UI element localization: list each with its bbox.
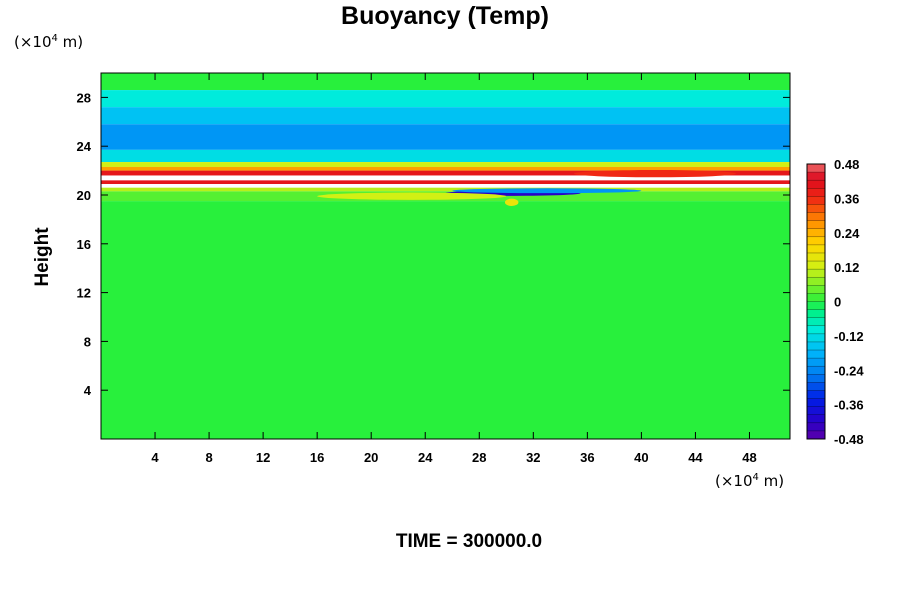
colorbar-swatch <box>807 301 825 310</box>
colorbar-swatch <box>807 172 825 181</box>
field-band <box>101 124 790 150</box>
colorbar-swatch <box>807 358 825 367</box>
colorbar: 0.48 0.36 0.24 0.12 0 -0.12 -0.24 -0.36 -0.48 <box>806 157 864 447</box>
y-tick-label: 12 <box>77 286 91 301</box>
colorbar-label: -0.36 <box>834 398 864 413</box>
colorbar-swatch <box>807 414 825 424</box>
colorbar-swatch <box>807 366 825 375</box>
y-unit-prefix: (×10 <box>14 33 52 51</box>
colorbar-swatch <box>807 390 825 399</box>
x-axis-unit: (×104 m) <box>715 472 784 490</box>
colorbar-swatch <box>807 374 825 383</box>
field-band <box>101 184 790 188</box>
x-unit-prefix: (×10 <box>715 472 753 490</box>
y-unit-suffix: m) <box>57 33 84 51</box>
y-axis: 4 8 12 16 20 24 28 <box>77 90 790 398</box>
field-band <box>101 73 790 91</box>
x-tick-label: 40 <box>634 450 648 465</box>
colorbar-swatch <box>807 382 825 391</box>
colorbar-swatch <box>807 164 825 173</box>
y-tick-label: 4 <box>84 383 92 398</box>
y-tick-label: 28 <box>77 90 91 105</box>
colorbar-swatch <box>807 285 825 294</box>
field-feature <box>452 188 642 194</box>
colorbar-swatch <box>807 252 825 262</box>
y-tick-label: 8 <box>84 334 91 349</box>
colorbar-frame <box>806 163 826 440</box>
x-tick-label: 44 <box>688 450 703 465</box>
y-tick-label: 24 <box>77 139 92 154</box>
field-feature <box>317 192 507 200</box>
colorbar-label: -0.24 <box>834 363 864 378</box>
colorbar-label: 0.24 <box>834 226 860 241</box>
colorbar-swatch <box>807 244 825 254</box>
field-band <box>101 170 790 176</box>
colorbar-swatch <box>807 309 825 319</box>
x-unit-exponent: 4 <box>752 472 759 483</box>
plot-frame <box>100 72 791 440</box>
chart-title: Buoyancy (Temp) <box>341 2 549 30</box>
colorbar-swatch <box>807 228 825 238</box>
colorbar-swatch <box>807 277 825 286</box>
colorbar-swatch <box>807 180 825 189</box>
colorbar-swatch <box>807 406 825 416</box>
field-feature <box>504 198 519 206</box>
colorbar-swatch <box>807 430 825 440</box>
x-tick-label: 28 <box>472 450 486 465</box>
buoyancy-field <box>101 73 790 439</box>
field-band <box>101 175 790 181</box>
y-unit-exponent: 4 <box>51 33 58 44</box>
colorbar-swatch <box>807 350 825 359</box>
y-tick-label: 20 <box>77 188 91 203</box>
x-tick-label: 8 <box>205 450 212 465</box>
colorbar-label: 0.48 <box>834 157 859 172</box>
colorbar-swatch <box>807 196 825 205</box>
colorbar-swatch <box>807 220 825 230</box>
colorbar-swatch <box>807 261 825 270</box>
colorbar-swatch <box>807 293 825 302</box>
field-band <box>101 187 790 192</box>
field-band <box>101 90 790 108</box>
colorbar-swatch <box>807 236 825 246</box>
x-tick-label: 16 <box>310 450 324 465</box>
field-band <box>101 201 790 439</box>
x-tick-label: 12 <box>256 450 270 465</box>
colorbar-label: 0.12 <box>834 260 859 275</box>
field-band <box>101 180 790 185</box>
colorbar-swatch <box>807 333 825 343</box>
time-label: TIME = 300000.0 <box>395 531 543 552</box>
x-axis: 4 8 12 16 20 24 28 32 36 40 44 48 <box>151 73 757 465</box>
x-tick-label: 48 <box>742 450 756 465</box>
colorbar-swatch <box>807 325 825 335</box>
x-tick-label: 4 <box>151 450 159 465</box>
y-tick-label: 16 <box>77 237 91 252</box>
colorbar-label: -0.12 <box>834 329 864 344</box>
y-axis-unit: (×104 m) <box>14 33 83 51</box>
x-unit-suffix: m) <box>758 472 785 490</box>
colorbar-swatch <box>807 212 825 222</box>
colorbar-swatch <box>807 341 825 351</box>
x-tick-label: 20 <box>364 450 378 465</box>
x-tick-label: 24 <box>418 450 433 465</box>
colorbar-label: 0.36 <box>834 191 859 206</box>
colorbar-swatch <box>807 422 825 432</box>
colorbar-swatch <box>807 398 825 408</box>
colorbar-swatch <box>807 269 825 278</box>
x-tick-label: 36 <box>580 450 594 465</box>
colorbar-swatch <box>807 204 825 213</box>
field-band <box>101 149 790 163</box>
colorbar-label: -0.48 <box>834 432 864 447</box>
colorbar-swatch <box>807 317 825 327</box>
field-band <box>101 107 790 125</box>
colorbar-label: 0 <box>834 295 841 310</box>
colorbar-swatch <box>807 188 825 197</box>
field-feature <box>573 169 736 178</box>
field-band <box>101 166 790 171</box>
x-tick-label: 32 <box>526 450 540 465</box>
field-band <box>101 162 790 167</box>
